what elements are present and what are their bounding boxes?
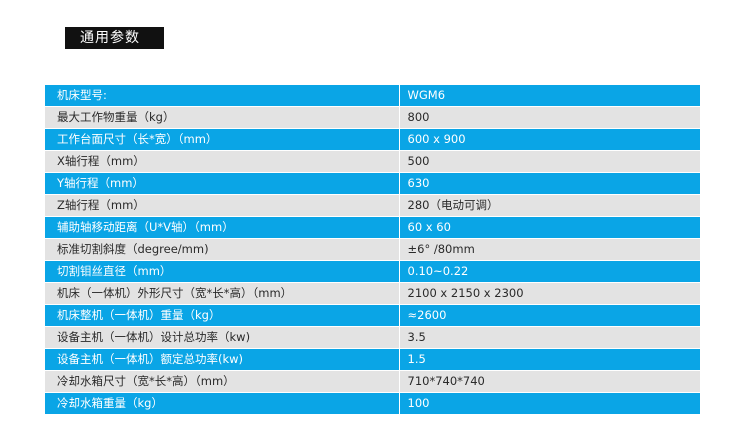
spec-label: 切割钼丝直径（mm） (45, 260, 400, 283)
spec-label: 设备主机（一体机）设计总功率（kw) (45, 326, 400, 349)
spec-value: ±6° /80mm (399, 238, 700, 261)
spec-label: 机床型号: (45, 85, 400, 107)
spec-row: X轴行程（mm） 500 (45, 150, 700, 173)
spec-row: 辅助轴移动距离（U*V轴）（mm） 60 x 60 (45, 216, 700, 239)
spec-value: WGM6 (399, 85, 700, 107)
spec-table: 机床型号: WGM6 最大工作物重量（kg） 800 工作台面尺寸（长*宽）（m… (45, 85, 700, 415)
spec-value: 600 x 900 (399, 128, 700, 151)
spec-value: 500 (399, 150, 700, 173)
spec-value: 3.5 (399, 326, 700, 349)
spec-value: 1.5 (399, 348, 700, 371)
spec-value: ≈2600 (399, 304, 700, 327)
spec-value: 710*740*740 (399, 370, 700, 393)
spec-row: 设备主机（一体机）设计总功率（kw) 3.5 (45, 326, 700, 349)
spec-row: 切割钼丝直径（mm） 0.10~0.22 (45, 260, 700, 283)
spec-label: X轴行程（mm） (45, 150, 400, 173)
spec-label: 机床（一体机）外形尺寸（宽*长*高）（mm） (45, 282, 400, 305)
spec-value: 60 x 60 (399, 216, 700, 239)
spec-label: 辅助轴移动距离（U*V轴）（mm） (45, 216, 400, 239)
spec-label: Z轴行程（mm） (45, 194, 400, 217)
spec-value: 2100 x 2150 x 2300 (399, 282, 700, 305)
spec-row: Z轴行程（mm） 280（电动可调） (45, 194, 700, 217)
spec-value: 800 (399, 106, 700, 129)
spec-row: 最大工作物重量（kg） 800 (45, 106, 700, 129)
spec-row: 冷却水箱重量（kg） 100 (45, 392, 700, 415)
spec-value: 0.10~0.22 (399, 260, 700, 283)
spec-row: 冷却水箱尺寸（宽*长*高）（mm） 710*740*740 (45, 370, 700, 393)
spec-label: 工作台面尺寸（长*宽）（mm） (45, 128, 400, 151)
spec-row: 标准切割斜度（degree/mm) ±6° /80mm (45, 238, 700, 261)
spec-row: 设备主机（一体机）额定总功率(kw) 1.5 (45, 348, 700, 371)
spec-value: 280（电动可调） (399, 194, 700, 217)
spec-label: 机床整机（一体机）重量（kg） (45, 304, 400, 327)
section-title: 通用参数 (65, 27, 164, 49)
spec-value: 100 (399, 392, 700, 415)
spec-label: 冷却水箱尺寸（宽*长*高）（mm） (45, 370, 400, 393)
spec-row: 机床（一体机）外形尺寸（宽*长*高）（mm） 2100 x 2150 x 230… (45, 282, 700, 305)
spec-row: 机床整机（一体机）重量（kg） ≈2600 (45, 304, 700, 327)
spec-row: Y轴行程（mm） 630 (45, 172, 700, 195)
spec-label: 标准切割斜度（degree/mm) (45, 238, 400, 261)
spec-row: 工作台面尺寸（长*宽）（mm） 600 x 900 (45, 128, 700, 151)
spec-label: 最大工作物重量（kg） (45, 106, 400, 129)
spec-value: 630 (399, 172, 700, 195)
spec-label: Y轴行程（mm） (45, 172, 400, 195)
spec-label: 设备主机（一体机）额定总功率(kw) (45, 348, 400, 371)
spec-label: 冷却水箱重量（kg） (45, 392, 400, 415)
spec-row: 机床型号: WGM6 (45, 85, 700, 107)
